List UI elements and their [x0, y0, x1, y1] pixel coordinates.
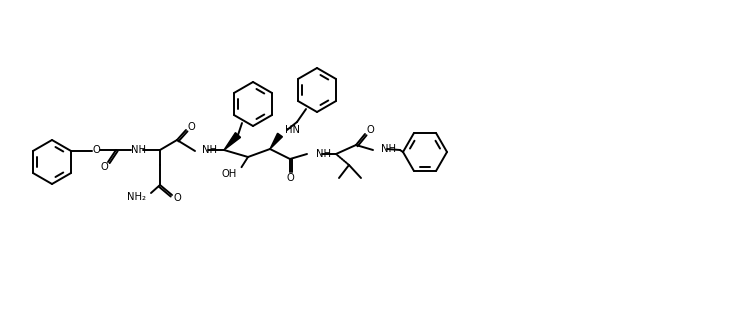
Text: NH: NH: [381, 144, 396, 154]
Text: O: O: [92, 145, 100, 155]
Text: OH: OH: [222, 169, 237, 179]
Text: O: O: [100, 162, 108, 172]
Text: HN: HN: [285, 125, 300, 135]
Text: O: O: [187, 122, 195, 132]
Polygon shape: [224, 133, 241, 150]
Text: NH₂: NH₂: [127, 192, 146, 202]
Text: O: O: [366, 125, 374, 135]
Text: NH: NH: [202, 145, 217, 155]
Text: O: O: [173, 193, 181, 203]
Text: NH: NH: [130, 145, 146, 155]
Polygon shape: [270, 133, 283, 149]
Text: O: O: [286, 173, 294, 183]
Text: NH: NH: [316, 149, 331, 159]
